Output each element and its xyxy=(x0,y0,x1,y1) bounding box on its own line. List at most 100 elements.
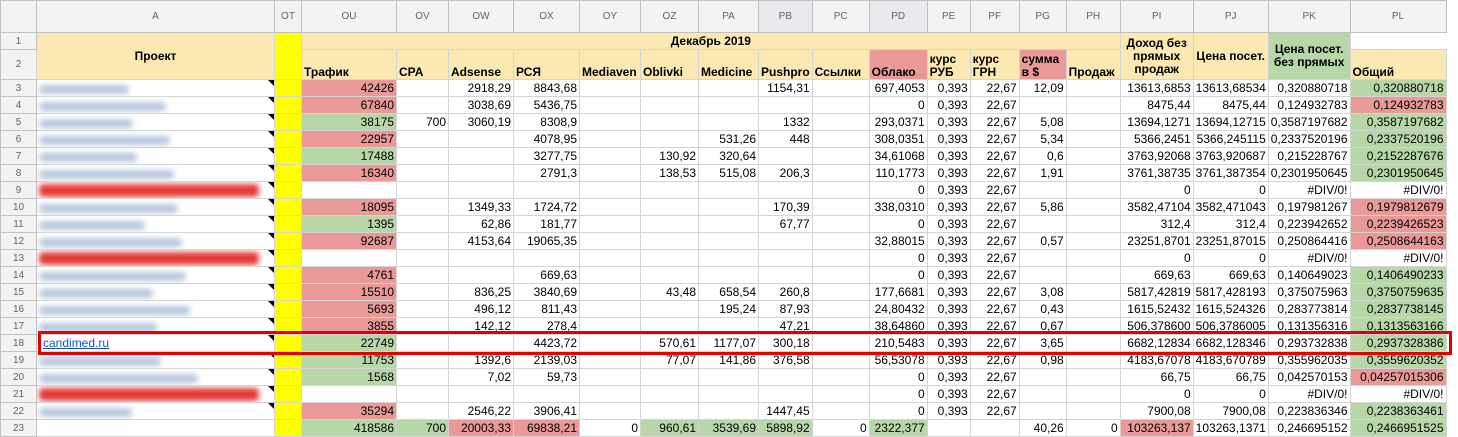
project-cell[interactable] xyxy=(36,283,275,301)
cell-pl[interactable]: 0,2937328386 xyxy=(1349,334,1447,352)
cell-pl[interactable]: #DIV/0! xyxy=(1349,181,1447,199)
row-number[interactable]: 12 xyxy=(0,232,37,250)
cell-pb[interactable]: 260,8 xyxy=(758,283,813,301)
cell-pf[interactable]: 22,67 xyxy=(969,130,1020,148)
cell-pc[interactable] xyxy=(811,164,870,182)
cell-oy[interactable] xyxy=(579,300,641,318)
cpa-header[interactable]: CPA xyxy=(396,49,449,80)
row-number[interactable]: 7 xyxy=(0,147,37,165)
cell-pk[interactable]: 0,2301950645 xyxy=(1267,164,1351,182)
cell-pj[interactable]: 5366,245115 xyxy=(1192,130,1269,148)
cell-ow[interactable]: 142,12 xyxy=(448,317,514,335)
cell-ox[interactable]: 4423,72 xyxy=(513,334,580,352)
cell-ov[interactable] xyxy=(396,402,449,420)
cell-ou[interactable]: 38175 xyxy=(301,113,397,131)
cell-ov[interactable] xyxy=(396,181,449,199)
cell-ox[interactable]: 59,73 xyxy=(513,368,580,386)
cell-ox[interactable]: 181,77 xyxy=(513,215,580,233)
column-header[interactable]: PJ xyxy=(1192,0,1269,33)
cell-pj[interactable]: 0 xyxy=(1192,385,1269,403)
cell[interactable] xyxy=(274,266,302,284)
row-number[interactable]: 18 xyxy=(0,334,37,352)
cell-pb[interactable]: 206,3 xyxy=(758,164,813,182)
cell-pe[interactable]: 0,393 xyxy=(926,283,971,301)
cell-pk[interactable]: #DIV/0! xyxy=(1267,385,1351,403)
rsya-header[interactable]: РСЯ xyxy=(513,49,580,80)
cell-ou[interactable]: 92687 xyxy=(301,232,397,250)
cell-pe[interactable]: 0,393 xyxy=(926,266,971,284)
project-cell[interactable] xyxy=(36,198,275,216)
project-header[interactable]: Проект xyxy=(36,32,275,80)
price-visit-no-direct-header[interactable]: Цена посет. без прямых xyxy=(1267,32,1351,80)
cell-pi[interactable]: 4183,67078 xyxy=(1119,351,1194,369)
cell-pf[interactable]: 22,67 xyxy=(969,266,1020,284)
cell-pf[interactable]: 22,67 xyxy=(969,351,1020,369)
column-header[interactable]: OT xyxy=(274,0,302,33)
cell-pg[interactable]: 12,09 xyxy=(1018,79,1067,97)
cell-pj[interactable]: 6682,128346 xyxy=(1192,334,1269,352)
cell-oz[interactable]: 77,07 xyxy=(640,351,699,369)
cell-pl[interactable]: 0,1313563166 xyxy=(1349,317,1447,335)
cell-pf[interactable]: 22,67 xyxy=(969,96,1020,114)
cell-pi[interactable]: 5366,2451 xyxy=(1119,130,1194,148)
cell-ou[interactable]: 1395 xyxy=(301,215,397,233)
column-header[interactable]: PB xyxy=(758,0,813,33)
cell-ov[interactable] xyxy=(396,351,449,369)
cell-pc[interactable] xyxy=(811,249,870,267)
cell-pe[interactable]: 0,393 xyxy=(926,368,971,386)
cell-pb[interactable]: 87,93 xyxy=(758,300,813,318)
cell[interactable] xyxy=(274,334,302,352)
cell-ou[interactable]: 22957 xyxy=(301,130,397,148)
cell-pi[interactable]: 7900,08 xyxy=(1119,402,1194,420)
cell-pk[interactable]: 0,140649023 xyxy=(1267,266,1351,284)
cell-ph[interactable] xyxy=(1065,215,1121,233)
column-header[interactable]: PA xyxy=(698,0,759,33)
cell-ou[interactable]: 35294 xyxy=(301,402,397,420)
cell-pb[interactable] xyxy=(758,181,813,199)
cell-ox[interactable]: 5436,75 xyxy=(513,96,580,114)
cell-pl[interactable]: 0,2301950645 xyxy=(1349,164,1447,182)
project-cell[interactable] xyxy=(36,113,275,131)
cell-oz[interactable] xyxy=(640,79,699,97)
column-header[interactable]: PC xyxy=(811,0,870,33)
cell-pa[interactable] xyxy=(698,368,759,386)
cell-pb[interactable]: 170,39 xyxy=(758,198,813,216)
cell-ov[interactable] xyxy=(396,266,449,284)
cell[interactable] xyxy=(274,181,302,199)
column-header[interactable]: OW xyxy=(448,0,514,33)
cell-pl[interactable]: 0,2152287676 xyxy=(1349,147,1447,165)
cell-oy[interactable] xyxy=(579,351,641,369)
cell-pd[interactable]: 0 xyxy=(868,181,928,199)
row-number[interactable]: 15 xyxy=(0,283,37,301)
project-cell[interactable] xyxy=(36,130,275,148)
cell-pb[interactable]: 376,58 xyxy=(758,351,813,369)
cell-ph[interactable] xyxy=(1065,385,1121,403)
cell-pa[interactable]: 531,26 xyxy=(698,130,759,148)
column-header[interactable]: PK xyxy=(1267,0,1351,33)
cell-pd[interactable]: 34,61068 xyxy=(868,147,928,165)
cell-pg[interactable]: 0,57 xyxy=(1018,232,1067,250)
total-header[interactable]: Общий xyxy=(1349,49,1447,80)
cell-pk[interactable]: 0,3587197682 xyxy=(1267,113,1351,131)
cell-pb[interactable] xyxy=(758,385,813,403)
project-cell[interactable] xyxy=(36,351,275,369)
cell-ph[interactable] xyxy=(1065,334,1121,352)
sales-header[interactable]: Продаж xyxy=(1065,49,1121,80)
cell-pe[interactable]: 0,393 xyxy=(926,130,971,148)
cell-pl[interactable]: 0,3559620352 xyxy=(1349,351,1447,369)
cell-pa[interactable] xyxy=(698,181,759,199)
cell-pd[interactable]: 0 xyxy=(868,215,928,233)
cell-pi[interactable]: 0 xyxy=(1119,249,1194,267)
cell-ox[interactable]: 3840,69 xyxy=(513,283,580,301)
cell-pb[interactable]: 47,21 xyxy=(758,317,813,335)
total-cell-ox[interactable]: 69838,21 xyxy=(513,419,580,437)
cloud-header[interactable]: Облако xyxy=(868,49,928,80)
row-number[interactable]: 9 xyxy=(0,181,37,199)
cell-oy[interactable] xyxy=(579,215,641,233)
cell-pe[interactable]: 0,393 xyxy=(926,113,971,131)
column-header[interactable]: PL xyxy=(1349,0,1447,33)
cell[interactable] xyxy=(274,198,302,216)
mediaven-header[interactable]: Mediaven xyxy=(579,49,641,80)
cell-pj[interactable]: 0 xyxy=(1192,249,1269,267)
cell-pf[interactable]: 22,67 xyxy=(969,79,1020,97)
